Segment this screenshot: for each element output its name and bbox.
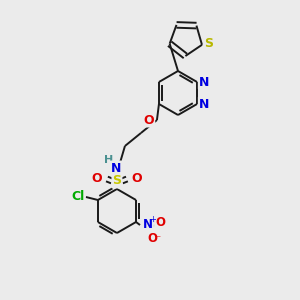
Text: Cl: Cl (71, 190, 85, 202)
Text: +: + (150, 214, 156, 224)
Text: O: O (147, 232, 157, 244)
Text: H: H (104, 155, 114, 165)
Text: N: N (143, 218, 153, 232)
Text: O: O (144, 113, 154, 127)
Text: S: S (112, 175, 122, 188)
Text: S: S (205, 37, 214, 50)
Text: N: N (199, 76, 209, 88)
Text: N: N (111, 161, 121, 175)
Text: O: O (132, 172, 142, 185)
Text: N: N (199, 98, 209, 110)
Text: ⁻: ⁻ (155, 234, 160, 244)
Text: O: O (92, 172, 102, 185)
Text: O: O (155, 215, 165, 229)
